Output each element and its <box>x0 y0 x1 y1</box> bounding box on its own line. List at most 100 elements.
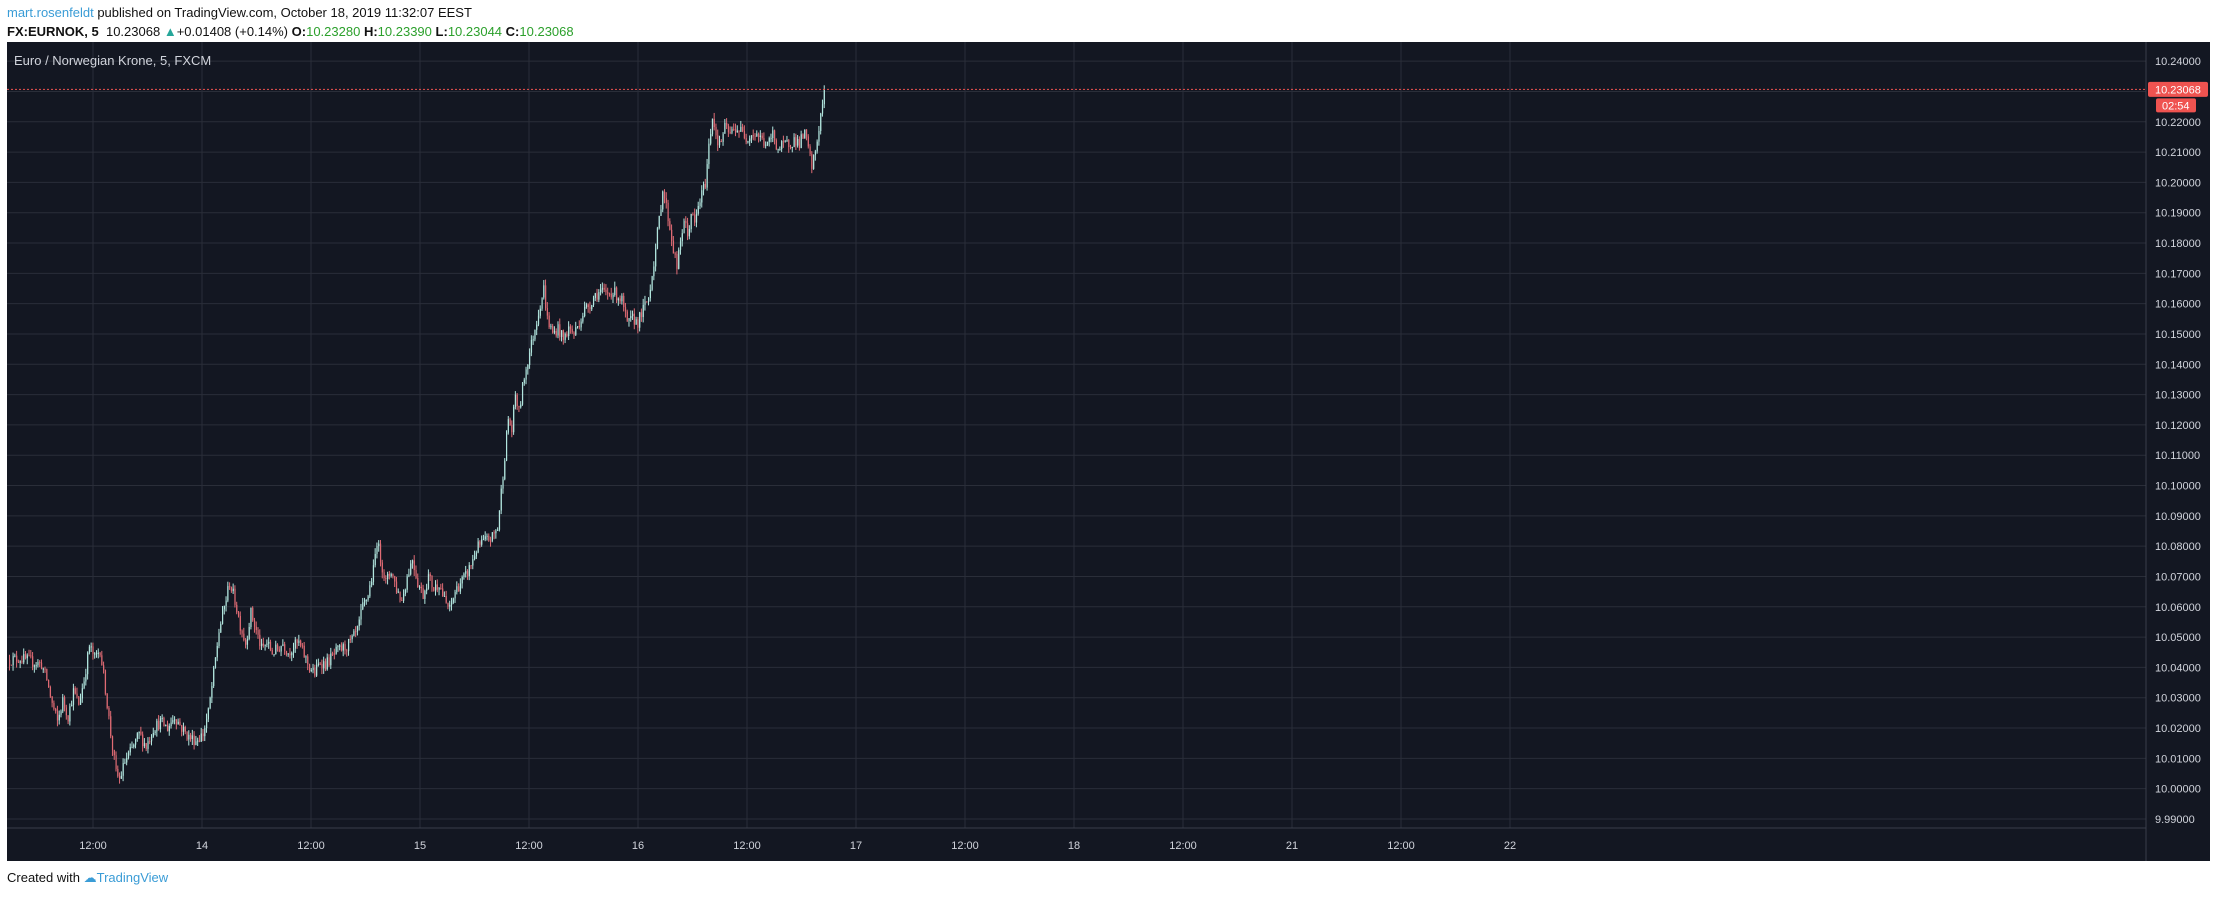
candle-body <box>344 644 346 651</box>
candle-body <box>158 720 160 730</box>
candle-body <box>174 719 176 721</box>
candle-body <box>376 546 378 554</box>
candle-body <box>294 639 296 649</box>
candle-body <box>284 644 286 652</box>
y-tick-label: 10.22000 <box>2155 117 2201 129</box>
candle-body <box>198 740 201 742</box>
candlestick-chart[interactable]: 10.2400010.2300010.2200010.2100010.20000… <box>7 42 2210 861</box>
candle-body <box>768 138 770 142</box>
candle-body <box>101 655 103 666</box>
candle-body <box>644 301 646 305</box>
chart-header: mart.rosenfeldt published on TradingView… <box>7 3 2207 41</box>
candle-body <box>35 665 37 667</box>
candle-body <box>679 241 682 250</box>
chart-background <box>7 42 2210 861</box>
candle-body <box>170 722 172 727</box>
candle-body <box>202 733 204 737</box>
candle-body <box>704 183 706 188</box>
candle-body <box>80 698 82 705</box>
candle-body <box>367 596 369 600</box>
y-tick-label: 10.11000 <box>2155 450 2200 462</box>
candle-body <box>48 680 50 687</box>
price-axis[interactable]: 10.2400010.2300010.2200010.2100010.20000… <box>2155 56 2201 826</box>
candle-body <box>537 315 540 325</box>
candle-body <box>486 535 488 537</box>
candle-body <box>743 130 746 139</box>
x-tick-label: 12:00 <box>1169 840 1197 852</box>
current-price-label: 10.23068 <box>2155 84 2201 96</box>
candle-body <box>316 665 318 676</box>
candle-body <box>770 138 772 140</box>
candle-body <box>193 735 195 746</box>
candle-body <box>488 535 490 541</box>
candle-body <box>289 653 291 656</box>
candle-body <box>798 139 801 148</box>
candle-body <box>703 183 705 191</box>
candle-body <box>186 731 188 740</box>
publish-info: mart.rosenfeldt published on TradingView… <box>7 3 2207 22</box>
candle-body <box>372 565 375 582</box>
x-tick-label: 12:00 <box>79 840 107 852</box>
candle-body <box>584 306 586 317</box>
candle-body <box>482 539 485 541</box>
candle-body <box>16 655 18 662</box>
candle-body <box>323 661 325 669</box>
candle-body <box>220 623 222 633</box>
author-link[interactable]: mart.rosenfeldt <box>7 5 94 20</box>
y-tick-label: 10.17000 <box>2155 268 2201 280</box>
y-tick-label: 9.99000 <box>2155 814 2195 826</box>
candle-body <box>168 726 170 732</box>
candle-body <box>559 324 561 337</box>
candle-body <box>147 741 149 749</box>
candle-body <box>475 552 478 557</box>
candle-body <box>307 656 309 665</box>
candle-body <box>791 146 793 148</box>
candle-body <box>605 289 607 293</box>
candle-body <box>536 324 538 330</box>
candle-body <box>667 202 669 222</box>
candle-body <box>779 149 781 151</box>
tradingview-link[interactable]: TradingView <box>96 870 169 885</box>
chart-area[interactable]: 10.2400010.2300010.2200010.2100010.20000… <box>7 42 2210 861</box>
candle-body <box>69 706 71 722</box>
candle-body <box>493 532 495 534</box>
candle-body <box>585 304 588 307</box>
candle-body <box>671 229 673 241</box>
candle-body <box>717 135 719 146</box>
candle-body <box>456 586 458 593</box>
candle-body <box>772 130 774 139</box>
candle-body <box>285 651 288 655</box>
candle-body <box>32 656 34 667</box>
candle-body <box>83 681 85 689</box>
candle-body <box>227 586 229 601</box>
candle-body <box>445 595 447 603</box>
candle-body <box>406 576 408 590</box>
symbol-quote: FX:EURNOK, 5 10.23068 ▲+0.01408 (+0.14%)… <box>7 22 2207 41</box>
candle-body <box>553 331 556 333</box>
x-tick-label: 18 <box>1068 840 1080 852</box>
candle-body <box>145 743 147 749</box>
candle-body <box>95 653 98 655</box>
y-tick-label: 10.24000 <box>2155 56 2201 68</box>
candle-body <box>463 573 465 577</box>
candle-body <box>561 330 563 337</box>
candle-body <box>734 129 737 133</box>
candle-body <box>42 668 44 670</box>
candle-body <box>619 298 621 302</box>
candle-body <box>720 140 722 142</box>
candle-body <box>490 540 492 542</box>
candle-body <box>166 724 169 732</box>
y-tick-label: 10.02000 <box>2155 723 2201 735</box>
candle-body <box>681 233 683 242</box>
time-axis[interactable]: 12:00 14 12:00 15 12:00 16 12:00 17 12:00 18 12:00… <box>79 840 1516 852</box>
candle-body <box>564 333 566 340</box>
candle-body <box>594 293 596 299</box>
candle-body <box>678 249 680 269</box>
candle-body <box>151 736 153 742</box>
y-tick-label: 10.09000 <box>2155 511 2201 523</box>
candle-body <box>656 228 659 249</box>
candle-body <box>628 318 630 321</box>
candle-body <box>669 221 671 230</box>
candle-body <box>624 307 627 312</box>
candle-body <box>120 775 123 779</box>
